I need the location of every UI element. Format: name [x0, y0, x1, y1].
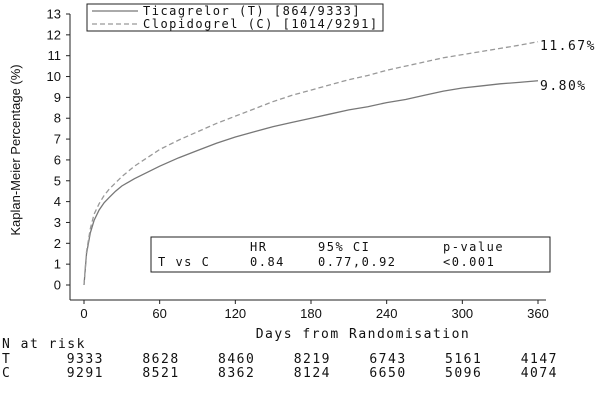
curve-ticagrelor	[83, 80, 539, 286]
at-risk-value: 8521	[142, 366, 179, 381]
at-risk-title: N at risk	[2, 337, 86, 352]
x-axis-ticks: 0 60 120 180 240 300 360	[80, 300, 549, 321]
at-risk-value: 8460	[218, 352, 255, 367]
at-risk-value: 8362	[218, 366, 255, 381]
y-tick-label: 1	[54, 257, 61, 272]
at-risk-value: 8219	[294, 352, 331, 367]
at-risk-value: 4074	[521, 366, 558, 381]
axes	[69, 14, 546, 301]
x-tick-label: 300	[451, 306, 473, 321]
at-risk-value: 5161	[445, 352, 482, 367]
stats-header-p: p-value	[443, 240, 504, 254]
stats-header-ci: 95% CI	[318, 240, 370, 254]
legend-label-clopidogrel: Clopidogrel (C) [1014/9291]	[143, 17, 379, 31]
x-tick-label: 0	[80, 306, 87, 321]
y-tick-label: 7	[54, 132, 61, 147]
x-tick-label: 180	[300, 306, 322, 321]
at-risk-value: 9291	[67, 366, 104, 381]
stats-hr-value: 0.84	[250, 255, 285, 269]
x-tick-label: 60	[152, 306, 166, 321]
y-tick-label: 2	[54, 236, 61, 251]
at-risk-value: 5096	[445, 366, 482, 381]
stats-header-hr: HR	[250, 240, 267, 254]
y-tick-label: 5	[54, 173, 61, 188]
stats-p-value: <0.001	[443, 255, 495, 269]
stats-box-frame	[150, 236, 551, 273]
y-tick-label: 6	[54, 152, 61, 167]
at-risk-row-label: T	[2, 352, 11, 367]
stats-box: HR 95% CI p-value T vs C 0.84 0.77,0.92 …	[150, 236, 551, 273]
at-risk-value: 8628	[142, 352, 179, 367]
y-tick-label: 12	[47, 27, 61, 42]
legend-label-ticagrelor: Ticagrelor (T) [864/9333]	[143, 4, 361, 18]
y-tick-label: 11	[48, 48, 62, 63]
legend-box	[86, 3, 384, 32]
end-label-clopidogrel: 11.67%	[540, 39, 596, 54]
end-label-ticagrelor: 9.80%	[540, 79, 587, 94]
y-tick-label: 8	[54, 111, 61, 126]
stats-ci-value: 0.77,0.92	[318, 255, 397, 269]
at-risk-value: 9333	[67, 352, 104, 367]
survival-curves	[83, 41, 539, 286]
at-risk-row-label: C	[2, 366, 11, 381]
legend: Ticagrelor (T) [864/9333] Clopidogrel (C…	[86, 3, 384, 32]
at-risk-value: 6743	[369, 352, 406, 367]
x-tick-label: 240	[376, 306, 398, 321]
x-tick-label: 120	[224, 306, 246, 321]
at-risk-table: N at risk T 9333 8628 8460 8219 6743 5161 4147 C…	[2, 337, 558, 381]
y-tick-label: 0	[54, 278, 61, 293]
y-tick-label: 13	[47, 7, 61, 22]
y-tick-label: 4	[54, 194, 61, 209]
at-risk-value: 4147	[521, 352, 558, 367]
stats-comparison-label: T vs C	[158, 255, 210, 269]
y-axis-label: Kaplan-Meier Percentage (%)	[8, 64, 23, 235]
at-risk-value: 6650	[369, 366, 406, 381]
at-risk-value: 8124	[294, 366, 331, 381]
x-axis-label: Days from Randomisation	[256, 327, 471, 342]
y-tick-label: 3	[54, 215, 61, 230]
y-tick-label: 9	[54, 90, 61, 105]
x-tick-label: 360	[527, 306, 549, 321]
y-tick-label: 10	[47, 69, 61, 84]
curve-clopidogrel	[83, 41, 539, 286]
